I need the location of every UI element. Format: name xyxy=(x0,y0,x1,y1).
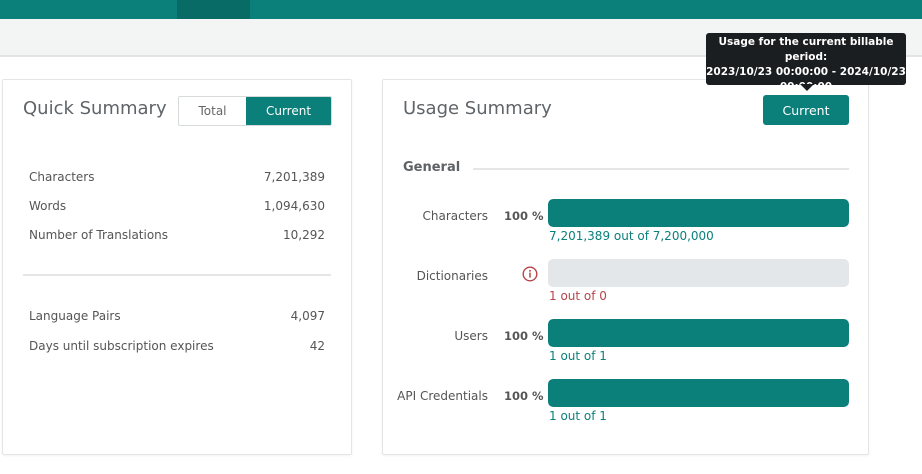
stat-label: Characters xyxy=(29,170,95,184)
toggle-current-button[interactable]: Current xyxy=(246,97,331,125)
usage-label: Characters xyxy=(422,209,489,223)
stat-value: 42 xyxy=(309,339,325,353)
stat-value: 4,097 xyxy=(290,309,325,323)
stat-row: Number of Translations 10,292 xyxy=(29,228,325,242)
nav-tab-active[interactable] xyxy=(177,0,250,19)
section-heading-general: General xyxy=(403,160,461,175)
tooltip-line: 2023/10/23 00:00:00 - 2024/10/23 xyxy=(706,66,906,78)
usage-progress-bar xyxy=(548,319,849,347)
stat-value: 1,094,630 xyxy=(263,199,325,213)
top-nav-bar xyxy=(0,0,922,19)
usage-detail: 1 out of 1 xyxy=(549,349,607,363)
usage-progress-fill xyxy=(548,199,849,227)
stat-label: Number of Translations xyxy=(29,228,169,242)
stat-value: 10,292 xyxy=(283,228,325,242)
stat-row: Language Pairs 4,097 xyxy=(29,309,325,323)
usage-percent: 100 % xyxy=(504,389,544,403)
stat-row: Characters 7,201,389 xyxy=(29,170,325,184)
info-icon[interactable] xyxy=(522,266,538,282)
usage-progress-fill xyxy=(548,379,849,407)
usage-label: API Credentials xyxy=(397,389,488,403)
usage-label: Dictionaries xyxy=(416,269,488,283)
usage-progress-fill xyxy=(548,319,849,347)
quick-summary-title: Quick Summary xyxy=(23,98,167,119)
stat-value: 7,201,389 xyxy=(263,170,325,184)
usage-detail: 1 out of 1 xyxy=(549,409,607,423)
usage-detail: 7,201,389 out of 7,200,000 xyxy=(549,229,714,243)
usage-label: Users xyxy=(454,329,488,343)
stat-label: Days until subscription expires xyxy=(29,339,214,353)
usage-progress-bar xyxy=(548,259,849,287)
tooltip-arrow xyxy=(800,84,814,91)
usage-detail: 1 out of 0 xyxy=(549,289,607,303)
usage-percent: 100 % xyxy=(504,209,544,223)
stat-label: Words xyxy=(29,199,67,213)
usage-percent: 100 % xyxy=(504,329,544,343)
usage-progress-bar xyxy=(548,199,849,227)
billing-period-tooltip: Usage for the current billable period: 2… xyxy=(706,33,906,93)
quick-summary-card: Quick Summary Total Current Characters 7… xyxy=(2,79,352,455)
section-divider xyxy=(23,274,331,276)
stat-label: Language Pairs xyxy=(29,309,121,323)
stat-row: Words 1,094,630 xyxy=(29,199,325,213)
usage-summary-card: Usage Summary Current General Characters… xyxy=(382,79,869,455)
section-heading-line xyxy=(473,168,849,170)
tooltip-line: Usage for the current billable period: xyxy=(718,36,894,63)
stat-row: Days until subscription expires 42 xyxy=(29,339,325,353)
total-current-toggle[interactable]: Total Current xyxy=(178,96,332,126)
usage-summary-title: Usage Summary xyxy=(403,98,552,119)
toggle-total-button[interactable]: Total xyxy=(179,97,246,125)
current-period-button[interactable]: Current xyxy=(763,95,849,125)
usage-progress-bar xyxy=(548,379,849,407)
